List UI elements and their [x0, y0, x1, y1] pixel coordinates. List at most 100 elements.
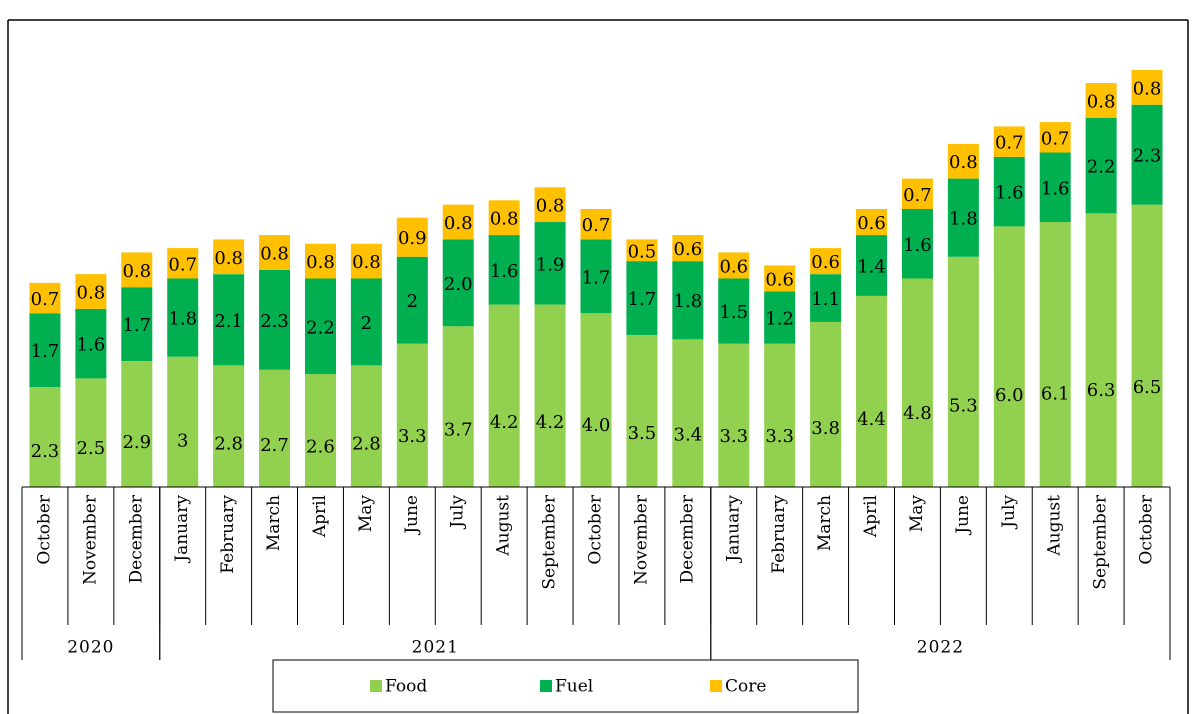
data-label: 1.6 [77, 335, 106, 356]
bar-segment [121, 287, 153, 362]
bar-segment [259, 235, 291, 270]
bar-segment [167, 356, 199, 487]
x-tick-label: November [80, 494, 100, 585]
bar-segment [350, 365, 382, 487]
data-label: 1.8 [168, 309, 197, 330]
x-tick-label: January [723, 495, 743, 564]
bar-segment [29, 387, 61, 487]
bar-segment [626, 334, 658, 487]
x-tick-label: December [126, 494, 146, 583]
data-label: 0.8 [306, 252, 335, 273]
data-label: 3 [177, 430, 188, 451]
x-tick-label: July [999, 495, 1019, 530]
data-label: 2.2 [1087, 157, 1116, 178]
data-label: 3.5 [628, 423, 657, 444]
data-label: 3.7 [444, 420, 473, 441]
data-label: 2.7 [260, 435, 289, 456]
bar-segment [580, 239, 612, 314]
data-label: 2.8 [352, 433, 381, 454]
data-label: 0.7 [31, 289, 60, 310]
data-label: 0.7 [582, 215, 611, 236]
data-label: 1.7 [122, 315, 151, 336]
x-tick-label: December [677, 494, 697, 583]
bar-segment [75, 378, 107, 487]
bar-segment [810, 248, 842, 275]
data-label: 2.9 [122, 432, 151, 453]
data-label: 2.3 [1133, 146, 1162, 167]
bar-segment [993, 226, 1025, 487]
data-label: 0.7 [903, 185, 932, 206]
bar-segment [718, 343, 750, 487]
x-tick-label: February [769, 495, 789, 574]
data-label: 1.4 [857, 256, 886, 277]
data-label: 6.3 [1087, 380, 1116, 401]
x-tick-label: May [907, 495, 927, 533]
bar-segment [396, 343, 428, 487]
bar-segment [1131, 104, 1163, 205]
bar-segment [626, 261, 658, 335]
bar-segment [901, 178, 933, 209]
data-label: 2.3 [260, 311, 289, 332]
data-label: 1.1 [811, 289, 840, 310]
bar-segment [488, 235, 520, 305]
data-label: 1.7 [31, 341, 60, 362]
data-label: 1.7 [582, 267, 611, 288]
data-label: 4.0 [582, 415, 611, 436]
year-label: 2021 [412, 638, 459, 658]
data-label: 0.6 [811, 252, 840, 273]
data-label: 4.4 [857, 409, 886, 430]
data-label: 0.8 [122, 261, 151, 282]
bar-segment [1085, 117, 1117, 214]
data-label: 0.6 [765, 270, 794, 291]
data-label: 0.8 [214, 248, 243, 269]
data-label: 6.1 [1041, 383, 1070, 404]
data-label: 0.8 [444, 213, 473, 234]
bar-segment [1085, 83, 1117, 118]
bar-segment [350, 243, 382, 279]
data-label: 3.3 [398, 426, 427, 447]
x-tick-label: September [540, 494, 560, 590]
legend-swatch [370, 680, 382, 692]
bar-segment [167, 248, 199, 279]
data-label: 0.6 [857, 213, 886, 234]
bar-segment [396, 217, 428, 257]
x-tick-label: April [310, 495, 330, 538]
bar-segment [672, 235, 704, 262]
bar-segment [488, 304, 520, 487]
bar-segment [993, 156, 1025, 227]
x-tick-label: September [1091, 494, 1111, 590]
legend-label: Fuel [555, 677, 593, 697]
data-label: 5.3 [949, 395, 978, 416]
legend-label: Core [725, 677, 766, 697]
data-label: 1.6 [903, 235, 932, 256]
bar-segment [764, 291, 796, 344]
bar-segment [580, 313, 612, 487]
data-label: 2.1 [214, 311, 243, 332]
data-label: 6.0 [995, 385, 1024, 406]
bar-segment [718, 278, 750, 344]
bar-segment [304, 278, 336, 375]
data-label: 1.2 [765, 309, 794, 330]
data-label: 1.8 [674, 291, 703, 312]
bar-segment [672, 339, 704, 487]
bar-segment [213, 365, 245, 487]
bar-segment [534, 187, 566, 223]
bar-segment [947, 178, 979, 257]
legend-swatch [710, 680, 722, 692]
legend-label: Food [385, 677, 427, 697]
data-label: 0.8 [1087, 91, 1116, 112]
year-label: 2022 [917, 638, 964, 658]
bar-segment [121, 361, 153, 487]
data-label: 4.8 [903, 403, 932, 424]
data-label: 1.5 [719, 302, 748, 323]
x-tick-label: March [815, 495, 835, 551]
bar-segment [442, 204, 474, 240]
bar-segment [901, 209, 933, 279]
bar-segment [993, 126, 1025, 157]
data-label: 0.9 [398, 228, 427, 249]
data-label: 2.8 [214, 433, 243, 454]
bar-segment [29, 313, 61, 388]
data-label: 0.8 [260, 243, 289, 264]
data-label: 0.8 [490, 209, 519, 230]
data-label: 0.8 [949, 152, 978, 173]
